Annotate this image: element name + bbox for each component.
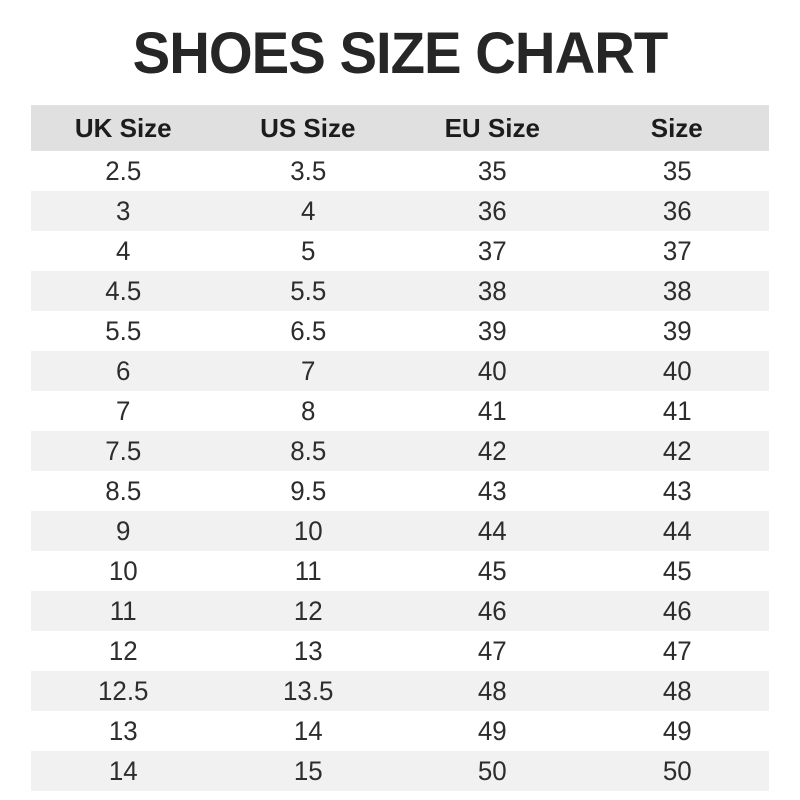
table-header: UK Size US Size EU Size Size [31,105,769,151]
table-cell: 14 [293,715,323,746]
table-cell: 48 [662,675,692,706]
table-cell: 41 [477,395,507,426]
table-cell: 7 [116,395,131,426]
table-cell: 46 [662,595,692,626]
table-row: 11 12 46 46 [31,591,769,631]
table-row: 12.5 13.5 48 48 [31,671,769,711]
table-row: 10 11 45 45 [31,551,769,591]
table-cell: 44 [477,515,507,546]
table-cell: 38 [662,275,692,306]
table-cell: 3 [116,195,131,226]
table-cell: 43 [662,475,692,506]
table-cell: 3.5 [289,155,326,186]
table-cell: 40 [662,355,692,386]
table-cell: 37 [662,235,692,266]
table-cell: 12 [108,635,138,666]
table-cell: 41 [662,395,692,426]
table-cell: 47 [477,635,507,666]
table-row: 4 5 37 37 [31,231,769,271]
table-cell: 13.5 [282,675,333,706]
table-cell: 6.5 [289,315,326,346]
table-cell: 42 [662,435,692,466]
table-row: 9 10 44 44 [31,511,769,551]
table-cell: 12.5 [98,675,149,706]
table-cell: 40 [477,355,507,386]
table-header-row: UK Size US Size EU Size Size [31,105,769,151]
table-cell: 4.5 [105,275,142,306]
table-cell: 6 [116,355,131,386]
table-cell: 8.5 [105,475,142,506]
column-header-us-size: US Size [215,105,400,151]
table-cell: 8.5 [289,435,326,466]
table-row: 13 14 49 49 [31,711,769,751]
table-cell: 39 [477,315,507,346]
table-cell: 50 [477,755,507,786]
table-row: 8.5 9.5 43 43 [31,471,769,511]
table-cell: 10 [108,555,138,586]
table-cell: 9.5 [289,475,326,506]
table-cell: 2.5 [105,155,142,186]
table-row: 7 8 41 41 [31,391,769,431]
page-title: SHOES SIZE CHART [132,21,669,86]
table-cell: 4 [116,235,131,266]
table-cell: 5.5 [289,275,326,306]
table-cell: 11 [109,595,137,626]
table-cell: 35 [477,155,507,186]
table-cell: 46 [477,595,507,626]
table-row: 7.5 8.5 42 42 [31,431,769,471]
table-cell: 14 [108,755,138,786]
table-cell: 49 [477,715,507,746]
table-cell: 50 [662,755,692,786]
table-cell: 42 [477,435,507,466]
table-cell: 10 [293,515,323,546]
table-cell: 45 [662,555,692,586]
column-header-size: Size [584,105,769,151]
table-row: 3 4 36 36 [31,191,769,231]
table-row: 2.5 3.5 35 35 [31,151,769,191]
column-header-eu-size: EU Size [400,105,585,151]
table-cell: 12 [293,595,323,626]
table-cell: 35 [662,155,692,186]
table-cell: 45 [477,555,507,586]
table-cell: 7.5 [105,435,142,466]
table-cell: 13 [293,635,323,666]
table-cell: 47 [662,635,692,666]
table-cell: 37 [477,235,507,266]
table-cell: 36 [477,195,507,226]
table-cell: 4 [300,195,315,226]
table-cell: 44 [662,515,692,546]
column-header-uk-size: UK Size [31,105,216,151]
table-cell: 7 [300,355,315,386]
table-row: 6 7 40 40 [31,351,769,391]
table-row: 5.5 6.5 39 39 [31,311,769,351]
table-cell: 15 [293,755,323,786]
table-cell: 8 [300,395,315,426]
table-row: 14 15 50 50 [31,751,769,791]
table-cell: 5 [300,235,315,266]
table-cell: 13 [108,715,138,746]
table-body: 2.5 3.5 35 35 3 4 36 36 4 5 37 37 4.5 5.5 38 38 5.5 6.5 39… [31,151,769,791]
table-cell: 9 [116,515,131,546]
table-cell: 5.5 [105,315,142,346]
table-cell: 43 [477,475,507,506]
table-cell: 48 [477,675,507,706]
table-row: 12 13 47 47 [31,631,769,671]
size-conversion-table: UK Size US Size EU Size Size 2.5 3.5 35 35 3 4 36… [31,105,769,791]
table-cell: 49 [662,715,692,746]
table-cell: 11 [294,555,322,586]
table-cell: 36 [662,195,692,226]
table-row: 4.5 5.5 38 38 [31,271,769,311]
table-cell: 38 [477,275,507,306]
table-cell: 39 [662,315,692,346]
